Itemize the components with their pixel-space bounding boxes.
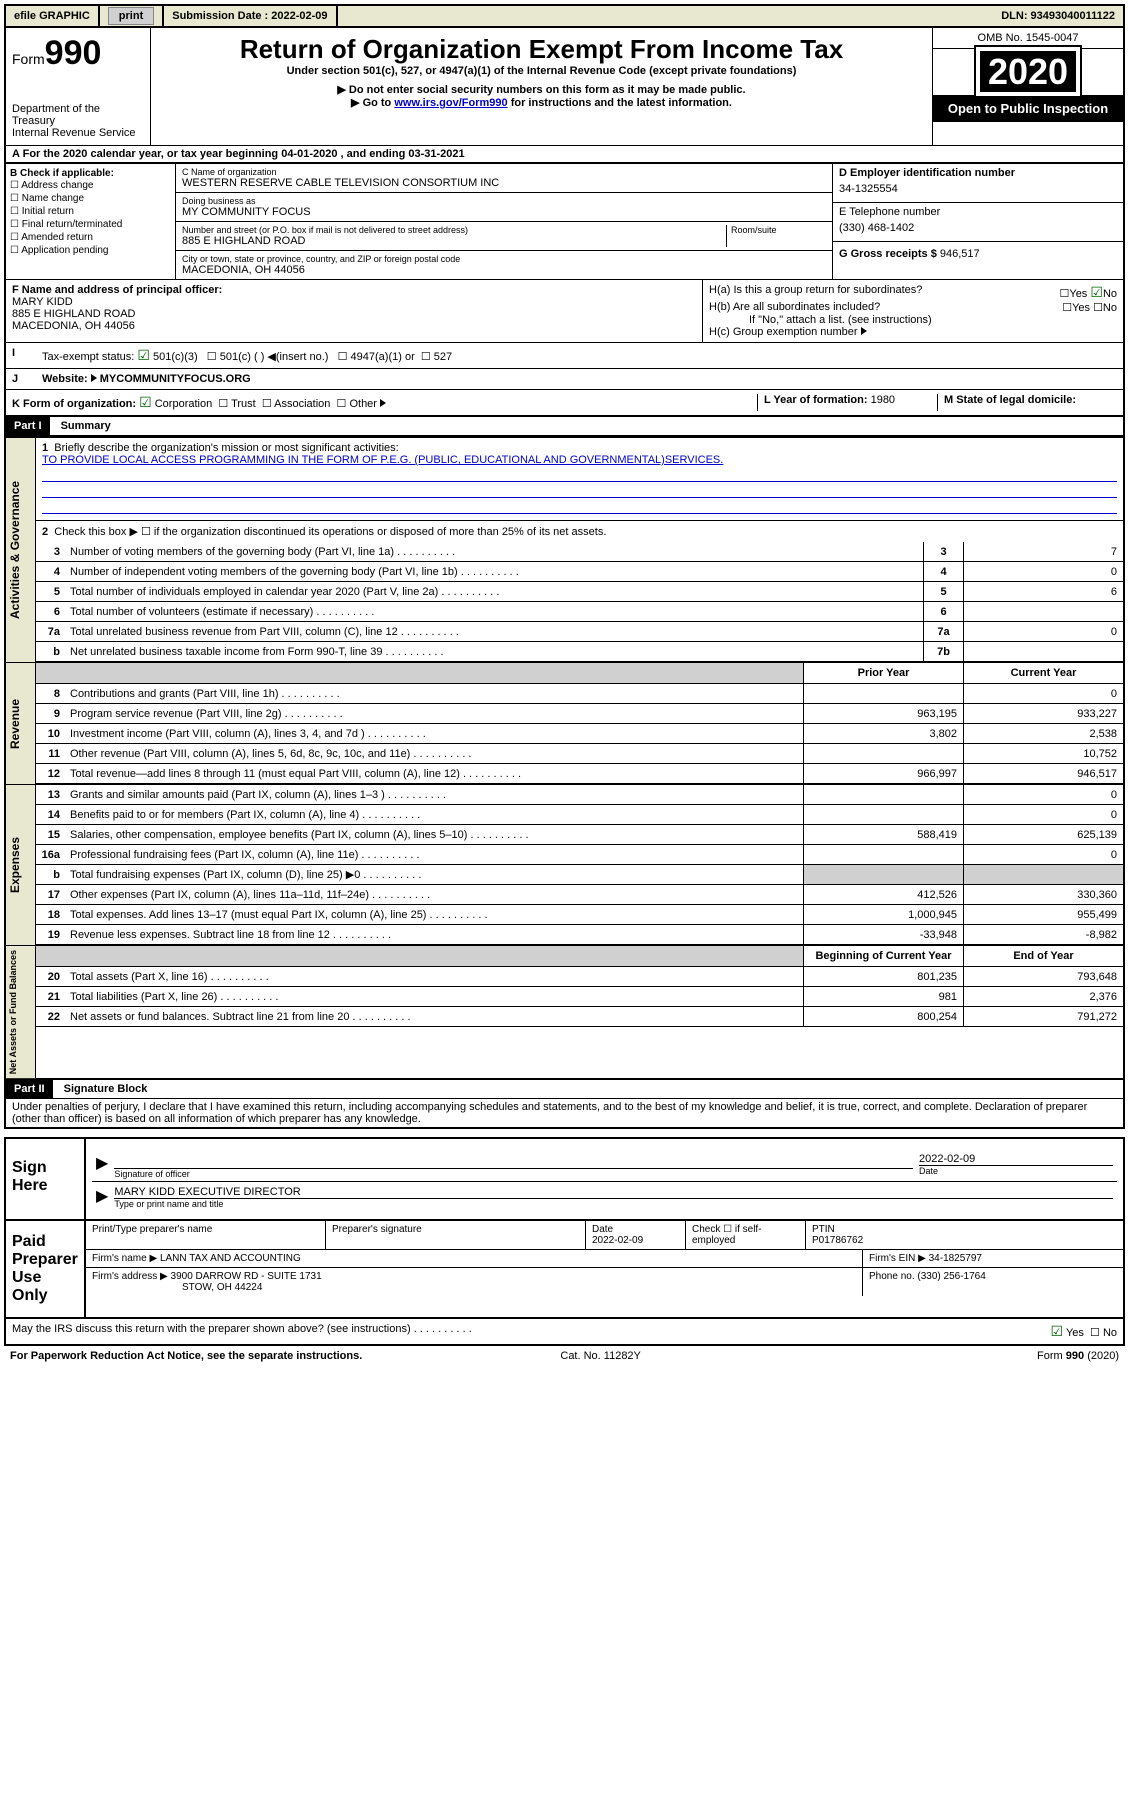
dept-label: Department of the Treasury bbox=[12, 103, 144, 127]
form-number: 990 bbox=[45, 34, 102, 72]
row-j-website: J Website: MYCOMMUNITYFOCUS.ORG bbox=[4, 369, 1125, 390]
subtitle-1: Under section 501(c), 527, or 4947(a)(1)… bbox=[157, 65, 926, 77]
line-b: b Total fundraising expenses (Part IX, c… bbox=[36, 865, 1123, 885]
firm-name: LANN TAX AND ACCOUNTING bbox=[160, 1253, 301, 1264]
line-5: 5 Total number of individuals employed i… bbox=[36, 582, 1123, 602]
officer-name: MARY KIDD EXECUTIVE DIRECTOR bbox=[114, 1186, 1113, 1199]
line-21: 21 Total liabilities (Part X, line 26) 9… bbox=[36, 987, 1123, 1007]
form-header: Form990 Department of the Treasury Inter… bbox=[4, 28, 1125, 145]
arrow-icon: ▶ bbox=[96, 1153, 108, 1179]
vert-label-expenses: Expenses bbox=[6, 785, 36, 945]
submission-date: Submission Date : 2022-02-09 bbox=[164, 6, 337, 26]
box-b-checkboxes: B Check if applicable: ☐ Address change … bbox=[6, 164, 176, 279]
line-3: 3 Number of voting members of the govern… bbox=[36, 542, 1123, 562]
ptin: P01786762 bbox=[812, 1235, 863, 1246]
part-2-header: Part II Signature Block bbox=[6, 1080, 1123, 1099]
ein: 34-1325554 bbox=[839, 179, 1117, 199]
mission-text: TO PROVIDE LOCAL ACCESS PROGRAMMING IN T… bbox=[42, 454, 1117, 466]
form-title: Return of Organization Exempt From Incom… bbox=[157, 34, 926, 65]
street-address: 885 E HIGHLAND ROAD bbox=[182, 235, 726, 247]
part-1-header: Part I Summary bbox=[6, 417, 1123, 436]
irs-label: Internal Revenue Service bbox=[12, 127, 144, 139]
public-inspection: Open to Public Inspection bbox=[933, 95, 1123, 122]
subtitle-2: Do not enter social security numbers on … bbox=[349, 84, 746, 96]
org-name: WESTERN RESERVE CABLE TELEVISION CONSORT… bbox=[182, 177, 826, 189]
line-20: 20 Total assets (Part X, line 16) 801,23… bbox=[36, 967, 1123, 987]
dln: DLN: 93493040011122 bbox=[993, 6, 1123, 26]
line-17: 17 Other expenses (Part IX, column (A), … bbox=[36, 885, 1123, 905]
line-12: 12 Total revenue—add lines 8 through 11 … bbox=[36, 764, 1123, 784]
row-i-tax-status: I Tax-exempt status: ☑ 501(c)(3) ☐ 501(c… bbox=[4, 343, 1125, 369]
top-toolbar: efile GRAPHIC print Submission Date : 20… bbox=[4, 4, 1125, 28]
line-11: 11 Other revenue (Part VIII, column (A),… bbox=[36, 744, 1123, 764]
line-13: 13 Grants and similar amounts paid (Part… bbox=[36, 785, 1123, 805]
line-22: 22 Net assets or fund balances. Subtract… bbox=[36, 1007, 1123, 1027]
line-7a: 7a Total unrelated business revenue from… bbox=[36, 622, 1123, 642]
box-f-officer: F Name and address of principal officer:… bbox=[6, 280, 703, 342]
city-state-zip: MACEDONIA, OH 44056 bbox=[182, 264, 826, 276]
line-18: 18 Total expenses. Add lines 13–17 (must… bbox=[36, 905, 1123, 925]
efile-label: efile GRAPHIC bbox=[6, 6, 100, 26]
vert-label-governance: Activities & Governance bbox=[6, 438, 36, 662]
line-15: 15 Salaries, other compensation, employe… bbox=[36, 825, 1123, 845]
form990-link[interactable]: www.irs.gov/Form990 bbox=[394, 97, 507, 109]
line-16a: 16a Professional fundraising fees (Part … bbox=[36, 845, 1123, 865]
website: MYCOMMUNITYFOCUS.ORG bbox=[97, 373, 251, 385]
row-a-tax-year: A For the 2020 calendar year, or tax yea… bbox=[4, 145, 1125, 164]
discuss-row: May the IRS discuss this return with the… bbox=[4, 1319, 1125, 1346]
page-footer: For Paperwork Reduction Act Notice, see … bbox=[4, 1346, 1125, 1366]
omb-number: OMB No. 1545-0047 bbox=[933, 28, 1123, 49]
row-k-form-org: K Form of organization: ☑ Corporation ☐ … bbox=[4, 390, 1125, 417]
arrow-icon: ▶ bbox=[96, 1186, 108, 1209]
phone: (330) 468-1402 bbox=[839, 218, 1117, 238]
sign-here-section: Sign Here ▶ Signature of officer 2022-02… bbox=[4, 1137, 1125, 1221]
box-c-org-info: C Name of organization WESTERN RESERVE C… bbox=[176, 164, 833, 279]
triangle-icon bbox=[861, 327, 867, 335]
line-6: 6 Total number of volunteers (estimate i… bbox=[36, 602, 1123, 622]
perjury-declaration: Under penalties of perjury, I declare th… bbox=[6, 1099, 1123, 1127]
box-d-e-g: D Employer identification number 34-1325… bbox=[833, 164, 1123, 279]
line-19: 19 Revenue less expenses. Subtract line … bbox=[36, 925, 1123, 945]
line-10: 10 Investment income (Part VIII, column … bbox=[36, 724, 1123, 744]
paid-preparer-section: Paid Preparer Use Only Print/Type prepar… bbox=[4, 1221, 1125, 1319]
line-8: 8 Contributions and grants (Part VIII, l… bbox=[36, 684, 1123, 704]
line-14: 14 Benefits paid to or for members (Part… bbox=[36, 805, 1123, 825]
line-b: b Net unrelated business taxable income … bbox=[36, 642, 1123, 662]
line-9: 9 Program service revenue (Part VIII, li… bbox=[36, 704, 1123, 724]
vert-label-revenue: Revenue bbox=[6, 663, 36, 784]
line-4: 4 Number of independent voting members o… bbox=[36, 562, 1123, 582]
tax-year: 2020 bbox=[976, 47, 1080, 96]
print-button[interactable]: print bbox=[108, 7, 154, 25]
vert-label-net-assets: Net Assets or Fund Balances bbox=[6, 946, 36, 1078]
box-h-group: H(a) Is this a group return for subordin… bbox=[703, 280, 1123, 342]
gross-receipts: 946,517 bbox=[940, 248, 980, 260]
dba: MY COMMUNITY FOCUS bbox=[182, 206, 826, 218]
form-label: Form bbox=[12, 51, 45, 67]
